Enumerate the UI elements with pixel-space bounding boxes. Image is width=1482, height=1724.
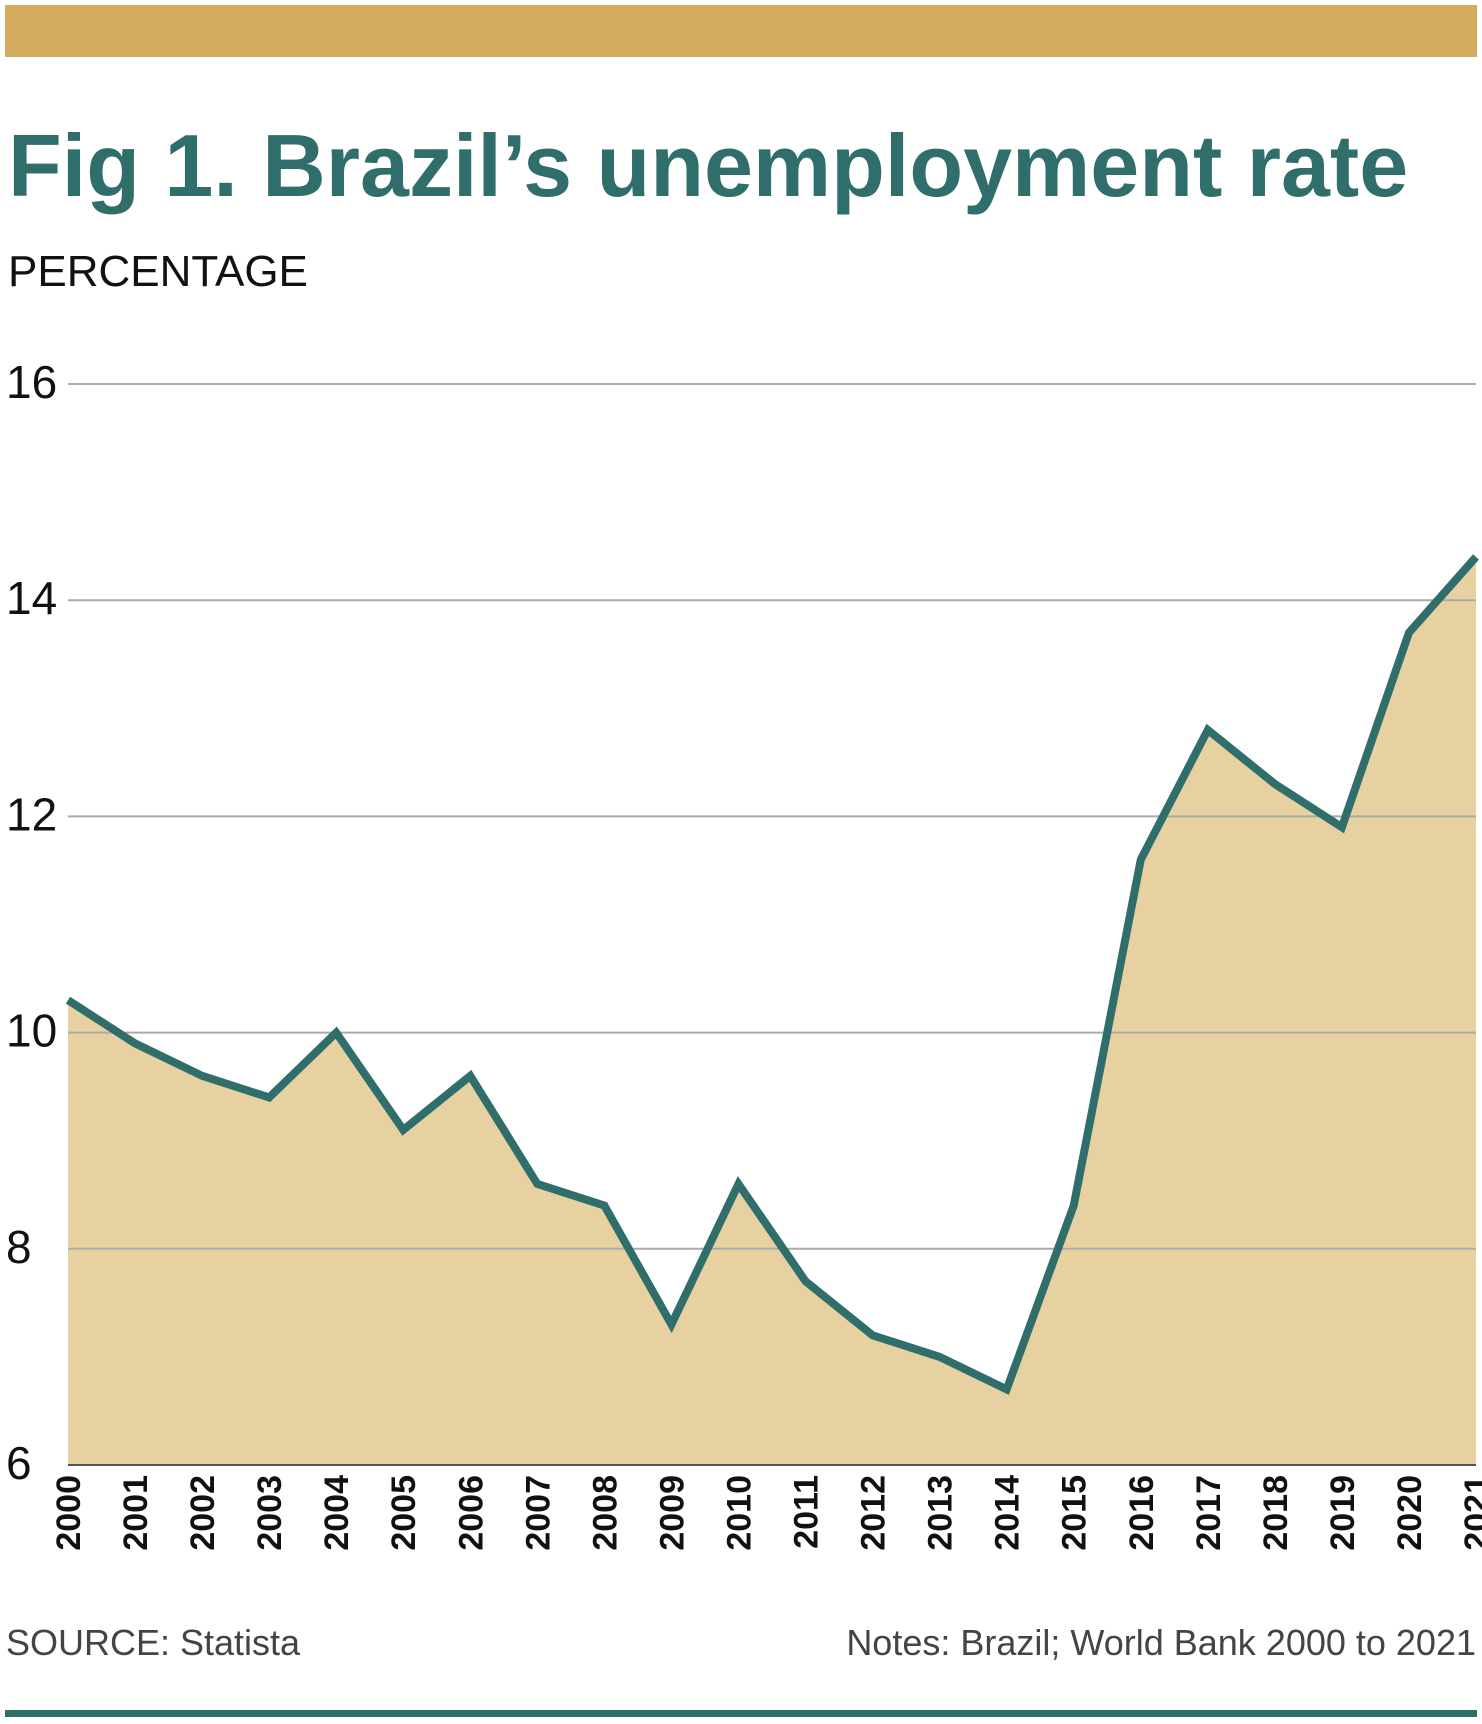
note: Notes: Brazil; World Bank 2000 to 2021 [846,1622,1476,1663]
y-tick-label: 6 [6,1437,32,1489]
bottom-rule [5,1710,1477,1717]
x-tick-label: 2008 [586,1475,624,1551]
chart-subtitle: PERCENTAGE [8,247,308,296]
x-tick-label: 2017 [1190,1475,1228,1551]
x-tick-label: 2001 [117,1475,155,1551]
line [65,554,1479,1395]
x-tick-label: 2016 [1123,1475,1161,1551]
x-tick-label: 2018 [1257,1475,1295,1551]
y-tick-label: 10 [6,1005,57,1057]
y-tick-label: 8 [6,1221,32,1273]
x-tick-label: 2014 [989,1475,1027,1551]
x-tick-label: 2007 [519,1475,557,1551]
x-tick-label: 2010 [720,1475,758,1551]
top-bar [5,5,1477,57]
y-tick-label: 16 [6,356,57,408]
x-tick-label: 2011 [788,1475,826,1549]
x-tick-label: 2005 [385,1475,423,1551]
x-tick-label: 2020 [1391,1475,1429,1551]
x-tick-label: 2015 [1056,1475,1094,1551]
x-tick-label: 2006 [452,1475,490,1551]
x-tick-label: 2021 [1458,1475,1482,1551]
x-tick-label: 2003 [251,1475,289,1551]
x-tick-label: 2013 [922,1475,960,1551]
x-tick-label: 2000 [50,1475,88,1551]
x-tick-label: 2004 [318,1475,356,1551]
chart-title: Fig 1. Brazil’s unemployment rate [8,116,1408,215]
x-tick-label: 2012 [855,1475,893,1551]
y-tick-label: 12 [6,788,57,840]
source: SOURCE: Statista [6,1622,301,1663]
x-tick-label: 2002 [184,1475,222,1551]
plot-area: 6 8 10 12 14 16 2000 2001 2002 2003 2004 2005 2006 20… [6,356,1482,1551]
y-tick-label: 14 [6,572,57,624]
area-fill [68,556,1476,1465]
x-tick-label: 2009 [653,1475,691,1551]
x-tick-label: 2019 [1324,1475,1362,1551]
